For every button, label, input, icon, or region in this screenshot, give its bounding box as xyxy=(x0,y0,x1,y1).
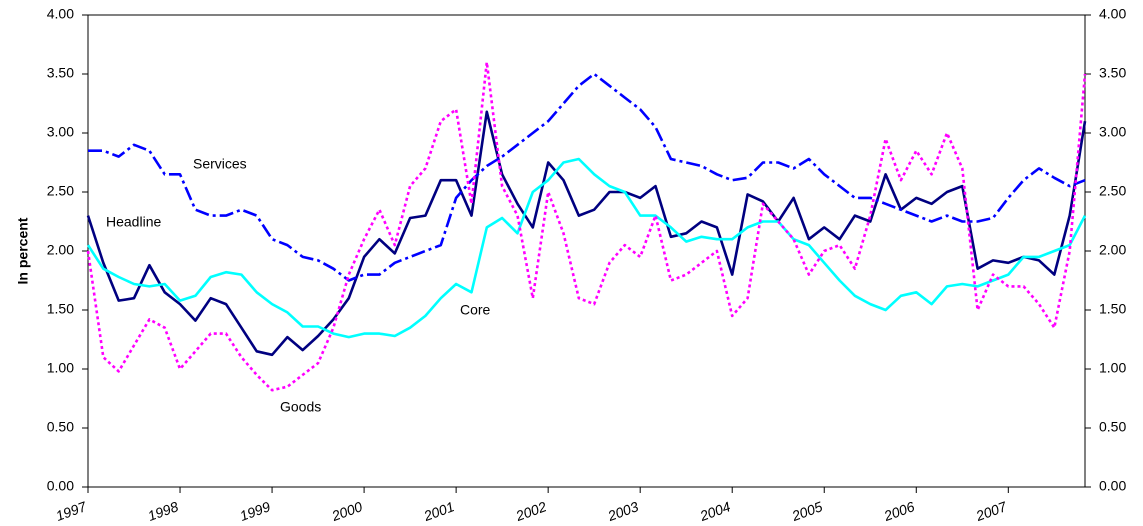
y-tick-label: 1.50 xyxy=(47,301,74,317)
series-line xyxy=(86,110,1087,357)
x-tick-label: 1997 xyxy=(54,498,90,524)
y2-tick-label: 3.50 xyxy=(1099,65,1126,81)
plot-frame xyxy=(87,14,1086,488)
series-line xyxy=(86,157,1087,339)
y-tick-label: 1.00 xyxy=(47,360,74,376)
y-tick-label: 3.00 xyxy=(47,124,74,140)
series-line xyxy=(88,72,1086,282)
y2-tick-label: 2.50 xyxy=(1099,183,1126,199)
y-tick-label: 2.50 xyxy=(47,183,74,199)
x-tick-label: 2001 xyxy=(421,498,457,524)
y2-tick-label: 0.00 xyxy=(1099,478,1126,494)
y-tick-label: 3.50 xyxy=(47,65,74,81)
y2-tick-label: 0.50 xyxy=(1099,419,1126,435)
y-tick-label: 4.00 xyxy=(47,6,74,22)
x-tick-label: 2000 xyxy=(329,498,365,524)
x-tick-label: 2002 xyxy=(513,498,549,524)
x-tick-label: 2007 xyxy=(973,498,1010,524)
y2-tick-label: 4.00 xyxy=(1099,6,1126,22)
y-tick-label: 0.50 xyxy=(47,419,74,435)
x-tick-label: 2004 xyxy=(697,498,733,524)
y-tick-label: 0.00 xyxy=(47,478,74,494)
x-tick-label: 1998 xyxy=(146,498,181,524)
series-label: Goods xyxy=(280,399,321,415)
x-tick-label: 1999 xyxy=(238,498,273,524)
x-tick-label: 2003 xyxy=(605,498,641,524)
y2-tick-label: 1.00 xyxy=(1099,360,1126,376)
x-tick-label: 2006 xyxy=(881,498,917,524)
y-tick-label: 2.00 xyxy=(47,242,74,258)
x-tick-label: 2005 xyxy=(789,498,825,524)
series-label: Core xyxy=(460,302,491,318)
y2-tick-label: 3.00 xyxy=(1099,124,1126,140)
y-axis-label: In percent xyxy=(15,217,31,284)
series-line xyxy=(86,60,1087,392)
y2-tick-label: 2.00 xyxy=(1099,242,1126,258)
y2-tick-label: 1.50 xyxy=(1099,301,1126,317)
series-label: Services xyxy=(193,156,247,172)
series-label: Headline xyxy=(106,214,161,230)
